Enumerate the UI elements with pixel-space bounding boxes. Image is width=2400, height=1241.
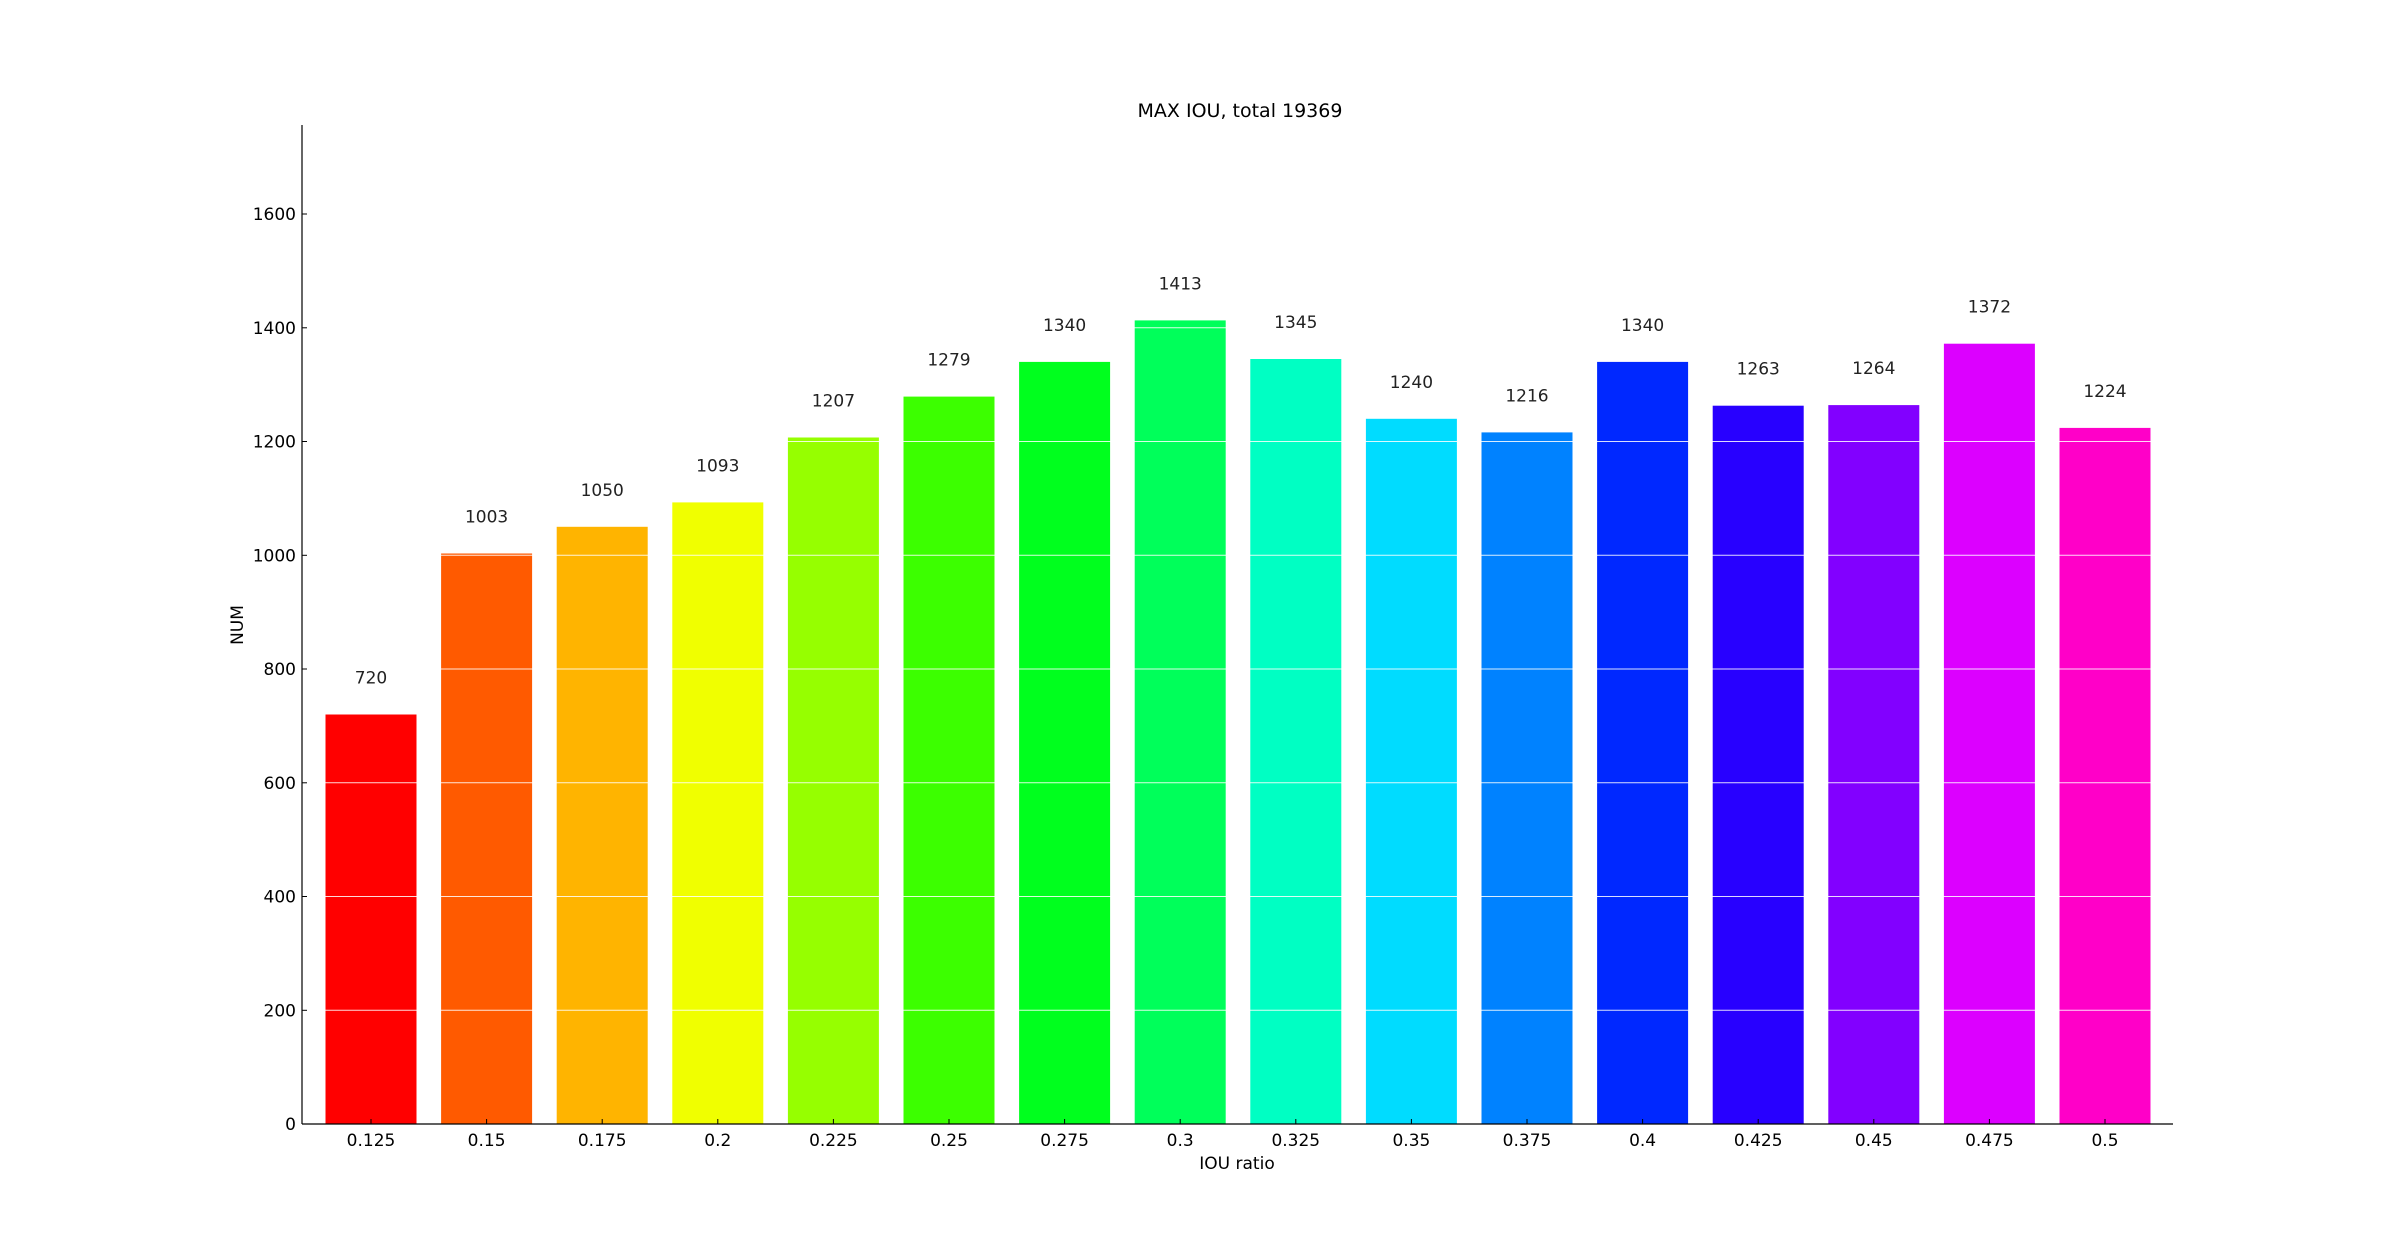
x-tick-label: 0.375: [1503, 1131, 1552, 1151]
y-tick-label: 0: [285, 1115, 296, 1135]
y-axis-label: NUM: [228, 605, 248, 645]
bar-0.35: [1365, 418, 1457, 1125]
bar-0.125: [325, 714, 417, 1124]
bar-0.3: [1134, 320, 1226, 1124]
bar-0.45: [1828, 405, 1920, 1125]
bar-0.175: [556, 526, 648, 1124]
y-ticks: 0 200 400 600 800 1000 1200 1400 1600: [253, 205, 307, 1135]
y-tick-label: 1200: [253, 433, 296, 453]
x-axis-label: IOU ratio: [1199, 1154, 1274, 1174]
value-label-0.3: 1413: [1159, 274, 1202, 294]
bar-0.475: [1943, 343, 2035, 1124]
value-label-0.125: 720: [355, 669, 387, 689]
value-label-0.325: 1345: [1274, 313, 1317, 333]
bar-0.275: [1019, 361, 1111, 1124]
bar-0.375: [1481, 432, 1573, 1124]
gridlines: [302, 213, 2173, 1011]
value-label-0.175: 1050: [581, 481, 624, 501]
y-tick-label: 1600: [253, 205, 296, 225]
x-ticks: 0.125 0.15 0.175 0.2 0.225 0.25 0.275 0.3 0.325 0…: [347, 1119, 2119, 1151]
value-label-0.275: 1340: [1043, 316, 1086, 336]
value-label-0.5: 1224: [2083, 382, 2126, 402]
x-tick-label: 0.2: [704, 1131, 731, 1151]
value-label-0.375: 1216: [1505, 386, 1548, 406]
x-tick-label: 0.275: [1040, 1131, 1089, 1151]
bar-0.15: [441, 553, 533, 1124]
x-tick-label: 0.125: [347, 1131, 396, 1151]
x-tick-label: 0.3: [1167, 1131, 1194, 1151]
x-tick-label: 0.45: [1855, 1131, 1893, 1151]
value-label-0.2: 1093: [696, 456, 739, 476]
bar-0.325: [1250, 359, 1342, 1124]
x-tick-label: 0.325: [1271, 1131, 1320, 1151]
bars: [325, 320, 2151, 1125]
bar-0.225: [787, 437, 879, 1124]
y-tick-label: 200: [264, 1001, 296, 1021]
value-label-0.4: 1340: [1621, 316, 1664, 336]
bar-0.425: [1712, 405, 1804, 1124]
x-tick-label: 0.175: [578, 1131, 627, 1151]
x-tick-label: 0.4: [1629, 1131, 1656, 1151]
bar-0.2: [672, 502, 764, 1124]
bar-0.25: [903, 396, 995, 1125]
value-labels: 720 1003 1050 1093 1207 1279 1340 1413 1345 1240 1…: [355, 274, 2127, 688]
y-tick-label: 1000: [253, 546, 296, 566]
value-label-0.45: 1264: [1852, 359, 1895, 379]
x-tick-label: 0.25: [930, 1131, 968, 1151]
x-tick-label: 0.475: [1965, 1131, 2014, 1151]
y-tick-label: 1400: [253, 319, 296, 339]
y-tick-label: 600: [264, 774, 296, 794]
value-label-0.25: 1279: [927, 351, 970, 371]
chart-title: MAX IOU, total 19369: [1138, 100, 1343, 122]
y-tick-label: 800: [264, 660, 296, 680]
value-label-0.225: 1207: [812, 392, 855, 412]
value-label-0.35: 1240: [1390, 373, 1433, 393]
bar-0.4: [1597, 361, 1689, 1124]
value-label-0.425: 1263: [1737, 360, 1780, 380]
x-tick-label: 0.35: [1392, 1131, 1430, 1151]
y-tick-label: 400: [264, 888, 296, 908]
x-tick-label: 0.15: [468, 1131, 506, 1151]
value-label-0.15: 1003: [465, 508, 508, 528]
x-tick-label: 0.225: [809, 1131, 858, 1151]
value-label-0.475: 1372: [1968, 298, 2011, 318]
bar-0.5: [2059, 427, 2151, 1124]
x-tick-label: 0.425: [1734, 1131, 1783, 1151]
x-tick-label: 0.5: [2091, 1131, 2118, 1151]
